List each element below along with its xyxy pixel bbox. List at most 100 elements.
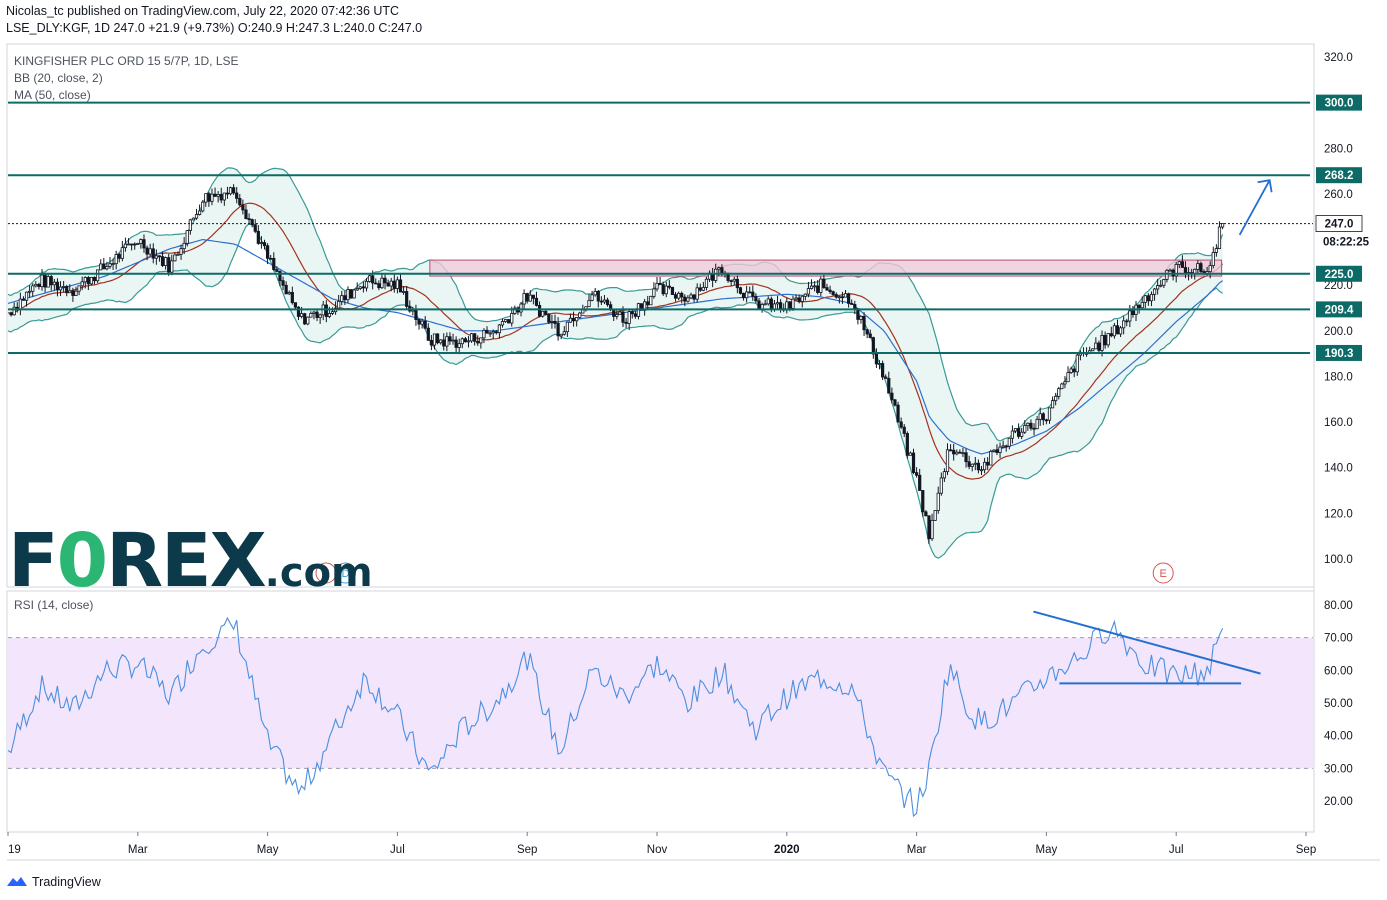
candle-body [924,511,928,517]
projection-arrow[interactable] [1238,179,1273,236]
candle-body [68,290,72,294]
time-tick: Sep [1296,844,1316,856]
ma-legend[interactable]: MA (50, close) [14,88,91,102]
rsi-tick: 20.00 [1324,796,1353,808]
candle-body [1109,333,1113,337]
candle-body [769,298,773,310]
candle-body [961,452,965,455]
bb-legend[interactable]: BB (20, close, 2) [14,71,103,85]
candle-body [680,292,684,298]
candle-body [306,316,310,325]
candle-body [225,192,230,195]
candle-body [519,303,523,313]
candle-body [244,209,248,220]
candle-body [457,343,461,348]
candle-body [677,292,681,299]
candle-body [720,267,724,274]
candle-body [806,288,811,295]
price-tick: 160.0 [1324,417,1353,429]
high-value: 247.3 [298,21,330,35]
candle-body [615,314,619,317]
price-tick: 280.0 [1324,143,1353,155]
candle-body [1060,383,1064,390]
candle-body [602,299,607,303]
candle-body [265,245,270,259]
candle-body [157,255,162,258]
candle-body [701,287,705,291]
candle-body [729,280,733,282]
candle-body [992,449,996,452]
candle-body [216,194,220,197]
candle-body [565,321,569,333]
candle-body [111,263,115,266]
candle-body [1162,278,1166,286]
candle-body [896,404,900,423]
candle-body [1199,263,1203,272]
candle-body [213,193,217,197]
candle-body [556,323,560,337]
rsi-trendline-upper[interactable] [1033,610,1261,675]
candle-body [547,313,551,323]
candle-body [692,294,696,300]
candle-body [893,399,897,406]
resistance-zone[interactable] [429,259,1223,277]
candle-body [281,280,285,286]
tradingview-footer[interactable]: TradingView [6,874,101,889]
rsi-axis[interactable]: 80.00 70.00 60.00 50.00 40.00 30.00 20.00 [1324,600,1353,808]
candle-body [324,304,328,317]
candle-body [847,293,851,304]
candle-body [383,277,387,284]
candle-body [1075,354,1079,373]
candle-body [167,257,171,273]
candle-body [587,299,591,308]
candle-body [500,321,505,326]
candle-body [850,303,854,305]
candle-body [420,320,424,325]
candle-body [1149,293,1154,302]
candle-body [1044,419,1048,422]
candle-body [398,279,403,293]
candle-body [964,452,968,463]
candle-body [822,278,826,288]
candle-body [395,279,400,289]
rsi-tick: 60.00 [1324,665,1353,677]
rsi-legend[interactable]: RSI (14, close) [14,598,94,612]
candle-body [915,472,919,476]
candle-body [1069,368,1073,373]
tradingview-icon [7,877,27,886]
price-change: +21.9 (+9.73%) [148,21,235,35]
candle-body [1007,437,1011,447]
candle-body [859,315,863,320]
candle-body [952,449,956,455]
candle-body [1041,413,1045,421]
candle-body [890,392,894,401]
candle-body [887,378,891,394]
event-label: D [342,568,350,580]
candle-body [948,449,953,452]
time-tick: Sep [517,844,537,856]
candle-body [1047,407,1052,421]
candle-body [247,218,251,221]
candle-body [439,339,443,344]
candle-body [766,298,770,305]
time-tick: 2020 [774,844,800,856]
candle-body [683,296,687,302]
candle-body [318,314,322,318]
bollinger-upper [7,167,1224,442]
candle-body [358,286,362,289]
candle-body [278,271,282,282]
candle-body [204,193,208,203]
candle-body [1115,325,1120,335]
price-axis[interactable]: 320.0300.0280.0260.0240.0220.0200.0180.0… [1324,52,1353,566]
time-axis[interactable]: 19 Mar May Jul Sep Nov 2020 Mar May Jul Sep [7,832,1316,856]
candle-body [1020,431,1024,437]
candle-body [874,353,879,365]
candle-body [429,339,433,346]
time-tick: Nov [647,844,668,856]
candle-body [1183,267,1188,275]
candle-body [1156,285,1160,290]
candle-body [86,277,90,285]
candle-body [210,193,214,202]
